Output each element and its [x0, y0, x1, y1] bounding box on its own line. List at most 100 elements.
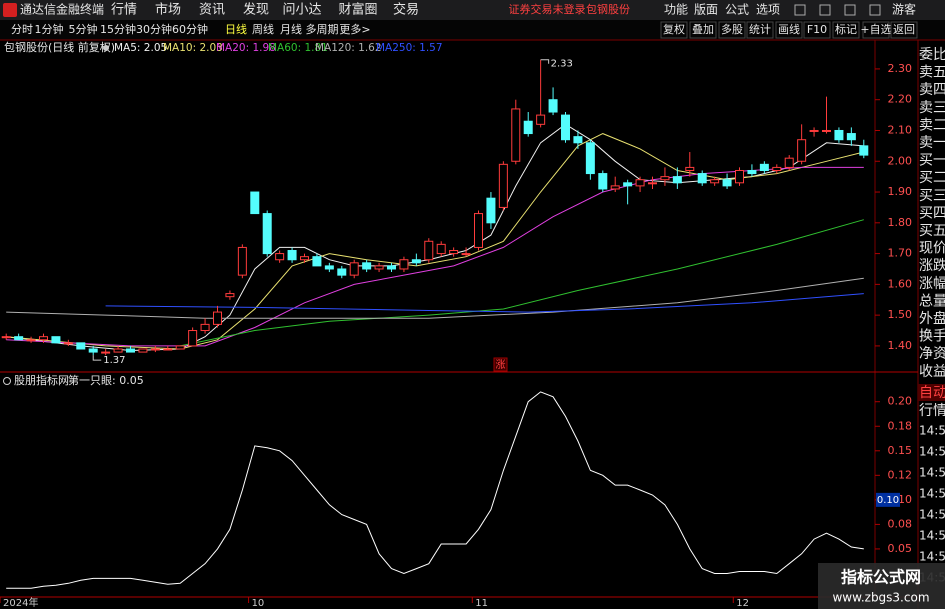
menu-item[interactable]: 财富圈 — [338, 2, 377, 18]
candle-body — [548, 99, 558, 113]
menu-item[interactable]: 市场 — [155, 2, 181, 18]
period-tab[interactable]: 月线 — [280, 22, 302, 36]
toolbar-button[interactable]: 返回 — [893, 23, 915, 36]
watermark-box — [818, 563, 945, 609]
menu-item[interactable]: 发现 — [243, 2, 269, 18]
side-tab[interactable]: 自动 — [919, 385, 945, 401]
side-label: 卖四 — [919, 82, 945, 98]
period-tab[interactable]: 周线 — [252, 22, 274, 36]
period-tab[interactable]: 日线 — [225, 22, 247, 36]
login-notice[interactable]: 证券交易未登录 — [509, 2, 586, 16]
toolbar-button[interactable]: 标记 — [835, 22, 857, 36]
toolbar-button-frame[interactable] — [862, 21, 890, 39]
candle-body — [449, 250, 459, 255]
period-tab[interactable]: 60分钟 — [172, 22, 208, 36]
candle-body — [474, 213, 483, 248]
toolbar — [0, 20, 945, 40]
side-panel: 委比卖五卖四卖三卖二卖一买一买二买三买四买五现价涨跌涨幅总量外盘换手净资收益自动… — [918, 47, 945, 585]
candle-body — [175, 345, 185, 350]
toolbar-button-frame[interactable] — [890, 21, 918, 39]
toolbar-button-frame[interactable] — [803, 21, 831, 39]
ma-legend: MA60: 1.81 — [268, 42, 328, 54]
toolbar-button[interactable]: 统计 — [749, 23, 771, 36]
period-tab[interactable]: 更多> — [339, 22, 370, 36]
toolbar-button-frame[interactable] — [832, 21, 860, 39]
candle-body — [685, 166, 695, 171]
candle-body — [697, 173, 707, 184]
side-label: 总量 — [919, 293, 945, 309]
ma-legend: MA250: 1.57 — [376, 42, 443, 54]
candle-body — [113, 348, 123, 353]
period-tab[interactable]: 分时 — [11, 23, 33, 36]
ma-legend: MA5: 2.05 — [114, 42, 167, 54]
menu-item[interactable]: 资讯 — [199, 3, 225, 18]
side-time: 14:56 — [919, 466, 945, 480]
side-time: 14:56 — [919, 508, 945, 522]
toolbar-button-frame[interactable] — [775, 21, 803, 39]
side-label: 买二 — [919, 170, 945, 186]
side-label: 卖三 — [919, 100, 945, 116]
ma-line — [6, 123, 864, 352]
side-tab[interactable]: 行情 — [919, 403, 945, 419]
side-time: 14:56 — [919, 445, 945, 459]
menu-item[interactable]: 功能 — [664, 3, 688, 17]
window-icon[interactable] — [794, 4, 806, 16]
ma-line — [180, 219, 864, 347]
candle-body — [585, 142, 595, 175]
candle-body — [623, 182, 633, 187]
candle-body — [188, 330, 198, 347]
period-tab[interactable]: 1分钟 — [35, 22, 64, 36]
candle-body — [424, 240, 434, 261]
side-label: 买一 — [919, 153, 945, 169]
x-tick-label: 12 — [736, 598, 749, 609]
side-label: 买五 — [919, 223, 945, 239]
low-pointer — [92, 355, 102, 361]
candle-body — [710, 179, 720, 184]
candle-body — [324, 265, 334, 270]
window-icon[interactable] — [869, 4, 881, 16]
toolbar-button-frame[interactable] — [660, 21, 688, 39]
watermark-url: www.zbgs3.com — [832, 591, 929, 605]
toolbar-button-frame[interactable] — [689, 21, 717, 39]
candle-body — [26, 339, 36, 342]
menu-item[interactable]: 问小达 — [282, 3, 321, 18]
menu-item[interactable]: 公式 — [725, 3, 749, 17]
period-tab[interactable]: 15分钟 — [100, 22, 136, 36]
candle-body — [759, 163, 769, 171]
window-icon[interactable] — [819, 4, 831, 16]
window-icon[interactable] — [844, 4, 856, 16]
app-title: 通达信金融终端 — [20, 2, 104, 17]
toolbar-button[interactable]: 叠加 — [692, 23, 714, 36]
user[interactable]: 游客 — [892, 2, 916, 17]
candle-body — [312, 256, 322, 267]
stock-name: 包钢股份 — [586, 3, 630, 16]
ma-line — [6, 277, 864, 319]
y-tick-label: 2.10 — [888, 123, 913, 136]
toolbar-button[interactable]: 复权 — [663, 22, 685, 36]
menu-item[interactable]: 版面 — [694, 3, 718, 17]
period-tab[interactable]: 5分钟 — [69, 22, 98, 36]
y-tick-label: 1.80 — [888, 216, 913, 229]
toolbar-button[interactable]: F10 — [807, 23, 827, 36]
period-tab[interactable]: 30分钟 — [136, 22, 172, 36]
candle-body — [859, 145, 869, 156]
value-marker — [876, 492, 900, 507]
toolbar-button[interactable]: +自选 — [860, 23, 891, 36]
period-tab[interactable]: 多周期 — [306, 22, 339, 36]
toolbar-button-frame[interactable] — [746, 21, 774, 39]
menu-item[interactable]: 选项 — [756, 3, 780, 17]
candle-body — [250, 191, 260, 215]
y-tick-label: 0.08 — [888, 517, 913, 530]
menu-item[interactable]: 行情 — [111, 3, 137, 18]
toolbar-button-frame[interactable] — [718, 21, 746, 39]
candle-body — [498, 163, 508, 208]
x-tick-label: 11 — [475, 598, 488, 609]
menu-item[interactable]: 交易 — [393, 2, 419, 18]
toolbar-button[interactable]: 多股 — [721, 22, 743, 36]
toolbar-button[interactable]: 画线 — [778, 22, 800, 36]
candle-body — [237, 246, 247, 276]
y-tick-label: 1.50 — [888, 308, 913, 321]
chart-title: 包钢股份(日线 前复权) — [4, 40, 115, 54]
y-tick-label: 0.12 — [888, 468, 913, 481]
